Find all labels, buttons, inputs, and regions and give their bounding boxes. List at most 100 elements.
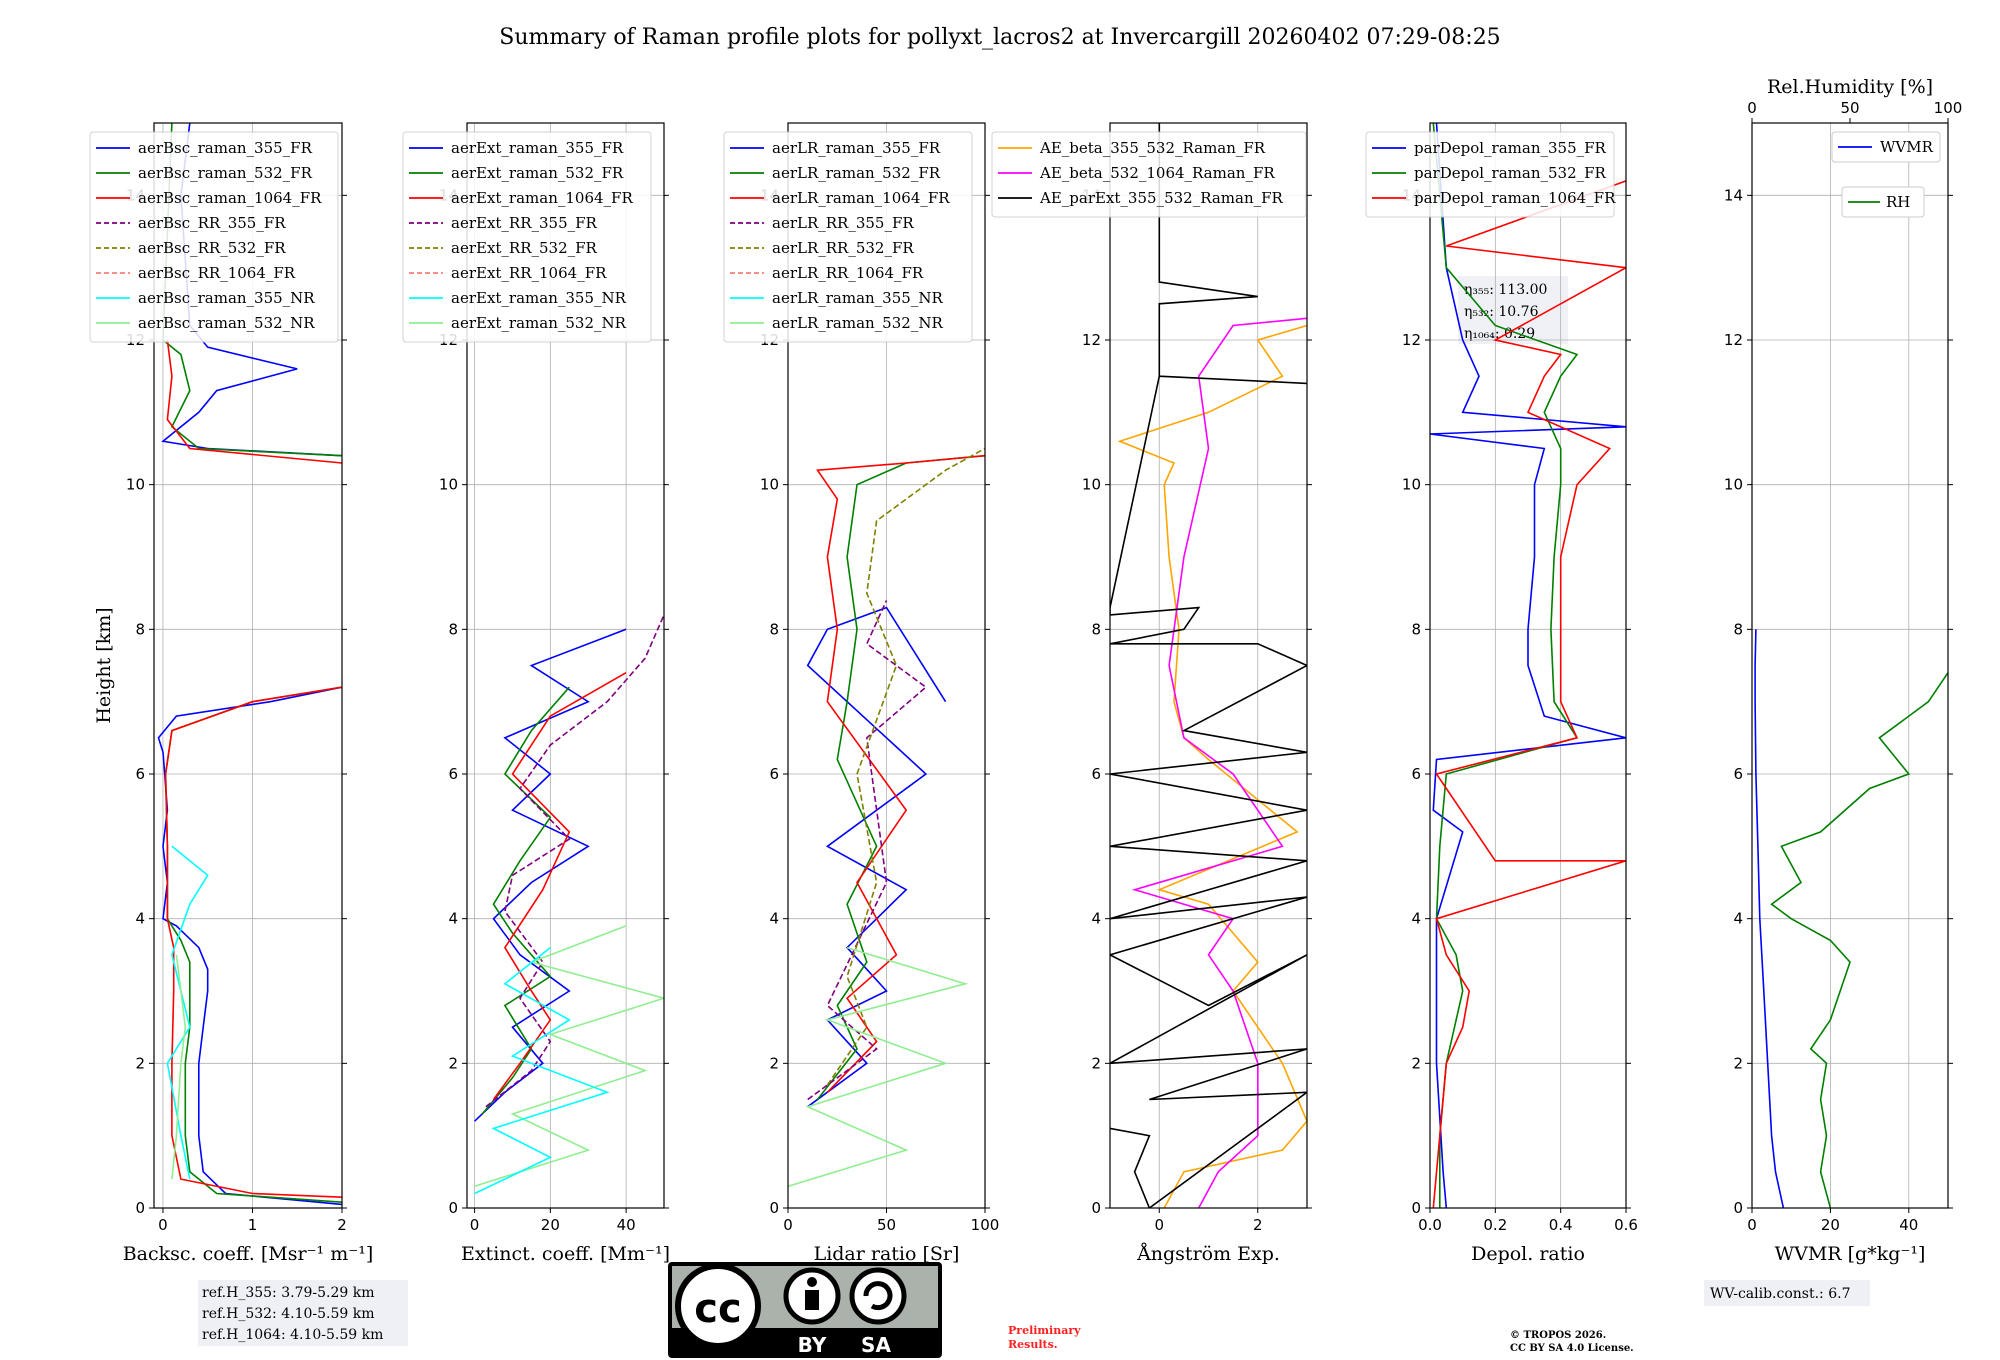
p4-legend-label: AE_parExt_355_532_Raman_FR [1039, 189, 1284, 207]
p3-series-aerLR_RR_355_FR [807, 600, 928, 1101]
p5-xtick-label: 0.4 [1549, 1216, 1573, 1234]
p2-legend-label: aerExt_raman_355_NR [451, 289, 627, 307]
p2-axes-frame [466, 122, 665, 1209]
p4-xtick-label: 2 [1253, 1216, 1263, 1234]
p5-ytick-label: 12 [1402, 331, 1421, 349]
figure-title: Summary of Raman profile plots for polly… [499, 25, 1500, 50]
copyright-line2: CC BY SA 4.0 License. [1510, 1343, 1634, 1354]
eta532-label: η₅₃₂: 10.76 [1464, 304, 1539, 320]
p2-ytick-label: 2 [448, 1054, 458, 1072]
p1-ylabel: Height [km] [93, 607, 115, 723]
p6-panel: 0 2 4 6 8 10 12 14 0 20 40 WVMR [g*kg⁻¹] 0 50 100Rel.H… [1724, 76, 1962, 1265]
cc-logo-text: cc [694, 1286, 741, 1332]
copyright-line1: © TROPOS 2026. [1510, 1330, 1606, 1341]
p5-legend-label: parDepol_raman_1064_FR [1414, 189, 1616, 207]
p2-ytick-label: 6 [448, 765, 458, 783]
wv-calib-label: WV-calib.const.: 6.7 [1710, 1286, 1850, 1302]
p5-legend-label: parDepol_raman_355_FR [1414, 139, 1607, 157]
p4-ytick-label: 6 [1091, 765, 1101, 783]
p4-series-AE_parExt_355_532_Raman_FR [1110, 123, 1307, 1208]
p1-ytick-label: 0 [135, 1199, 145, 1217]
p4-axes-frame [1109, 122, 1308, 1209]
p6-ytick-label: 0 [1733, 1199, 1743, 1217]
p6-legend-wvmr-box [1831, 131, 1941, 163]
eta1064-label: η₁₀₆₄: 0.29 [1464, 326, 1535, 342]
p2-xtick-label: 0 [470, 1216, 480, 1234]
p4-ytick-label: 8 [1091, 620, 1101, 638]
p1-series-aerBsc_raman_1064_FR_upper [166, 339, 342, 464]
p1-xlabel: Backsc. coeff. [Msr⁻¹ m⁻¹] [123, 1243, 374, 1265]
p1-ytick-label: 6 [135, 765, 145, 783]
p3-series-aerLR_RR_532_FR [826, 447, 985, 1086]
p2-legend-label: aerExt_RR_532_FR [451, 239, 598, 257]
p5-ytick-label: 8 [1411, 620, 1421, 638]
p1-axes-frame [153, 122, 343, 1209]
p1-legend-label: aerBsc_raman_355_NR [138, 289, 315, 307]
p3-legend-label: aerLR_RR_532_FR [772, 239, 914, 257]
p4-series-group [1110, 123, 1307, 1208]
p4-ytick-label: 0 [1091, 1199, 1101, 1217]
p2-series-aerExt_RR_355_FR [485, 614, 664, 1108]
p1-ytick-label: 8 [135, 620, 145, 638]
p1-panel: 02468101214012Backsc. coeff. [Msr⁻¹ m⁻¹]… [89, 122, 374, 1265]
p6-ytick-label: 6 [1733, 765, 1743, 783]
p6-ytick-label: 2 [1733, 1054, 1743, 1072]
p1-ytick-label: 4 [135, 910, 145, 928]
wv-calib-box: WV-calib.const.: 6.7 [1704, 1280, 1870, 1306]
p3-legend-label: aerLR_raman_355_NR [772, 289, 943, 307]
p5-ytick-label: 6 [1411, 765, 1421, 783]
p1-legend-label: aerBsc_RR_355_FR [138, 214, 286, 232]
p3-legend-label: aerLR_raman_532_NR [772, 314, 943, 332]
p2-legend-label: aerExt_RR_1064_FR [451, 264, 607, 282]
p5-legend-box [1365, 131, 1615, 218]
p3-series-aerLR_raman_355_FR [806, 606, 947, 1108]
p6-xtick-label: 20 [1821, 1216, 1840, 1234]
p5-xtick-label: 0.2 [1483, 1216, 1507, 1234]
p2-legend: aerExt_raman_355_FR aerExt_raman_532_FRae… [402, 131, 652, 343]
p2-legend-label: aerExt_raman_532_NR [451, 314, 627, 332]
cc-license-badge: cc BY SA [668, 1262, 942, 1358]
p5-series-parDepol_raman_532_FR [1432, 123, 1579, 1208]
p2-series-aerExt_raman_355_NR [474, 946, 610, 1195]
p4-xlabel: Ångström Exp. [1136, 1243, 1280, 1265]
p4-legend-label: AE_beta_532_1064_Raman_FR [1039, 164, 1275, 182]
p3-ytick-label: 10 [760, 476, 779, 494]
p6-series-group [1754, 629, 1948, 1208]
p1-ytick-label: 2 [135, 1054, 145, 1072]
p3-xtick-label: 50 [877, 1216, 896, 1234]
p3-xtick-label: 0 [783, 1216, 793, 1234]
p3-ytick-label: 2 [769, 1054, 779, 1072]
p2-xtick-label: 40 [617, 1216, 636, 1234]
p2-series-aerExt_raman_355_FR [474, 628, 627, 1122]
p6-top-xtick-label: 50 [1840, 99, 1859, 117]
p6-top-xlabel: Rel.Humidity [%] [1767, 76, 1933, 98]
p5-xlabel: Depol. ratio [1471, 1243, 1585, 1265]
p4-series-AE_beta_355_532_Raman_FR [1117, 324, 1307, 1208]
p1-legend-label: aerBsc_raman_532_NR [138, 314, 315, 332]
p2-panel: 0246810121402040Extinct. coeff. [Mm⁻¹]ae… [402, 122, 670, 1265]
p2-series-aerExt_raman_532_FR [481, 686, 570, 1115]
p2-ytick-label: 4 [448, 910, 458, 928]
p1-xtick-label: 0 [158, 1216, 168, 1234]
p5-xtick-label: 0.6 [1614, 1216, 1638, 1234]
p1-legend-label: aerBsc_raman_355_FR [138, 139, 313, 157]
p5-ytick-label: 0 [1411, 1199, 1421, 1217]
p3-xlabel: Lidar ratio [Sr] [814, 1243, 960, 1265]
p4-xtick-label: 0 [1154, 1216, 1164, 1234]
p6-axes-frame [1751, 122, 1949, 1209]
p5-series-parDepol_raman_1064_FR [1432, 180, 1626, 1208]
p1-legend: aerBsc_raman_355_FR aerBsc_raman_532_FRae… [89, 131, 339, 343]
p2-ytick-label: 8 [448, 620, 458, 638]
p3-legend-label: aerLR_raman_1064_FR [772, 189, 950, 207]
eta355-label: η₃₅₅: 113.00 [1464, 282, 1547, 298]
p6-series-RH [1770, 672, 1948, 1208]
p1-legend-box [89, 131, 339, 343]
p3-legend-label: aerLR_raman_355_FR [772, 139, 941, 157]
p3-ytick-label: 0 [769, 1199, 779, 1217]
p6-top-xtick-label: 0 [1747, 99, 1757, 117]
p5-ytick-label: 2 [1411, 1054, 1421, 1072]
p5-ytick-label: 4 [1411, 910, 1421, 928]
p3-legend-label: aerLR_raman_532_FR [772, 164, 941, 182]
p3-ytick-label: 4 [769, 910, 779, 928]
